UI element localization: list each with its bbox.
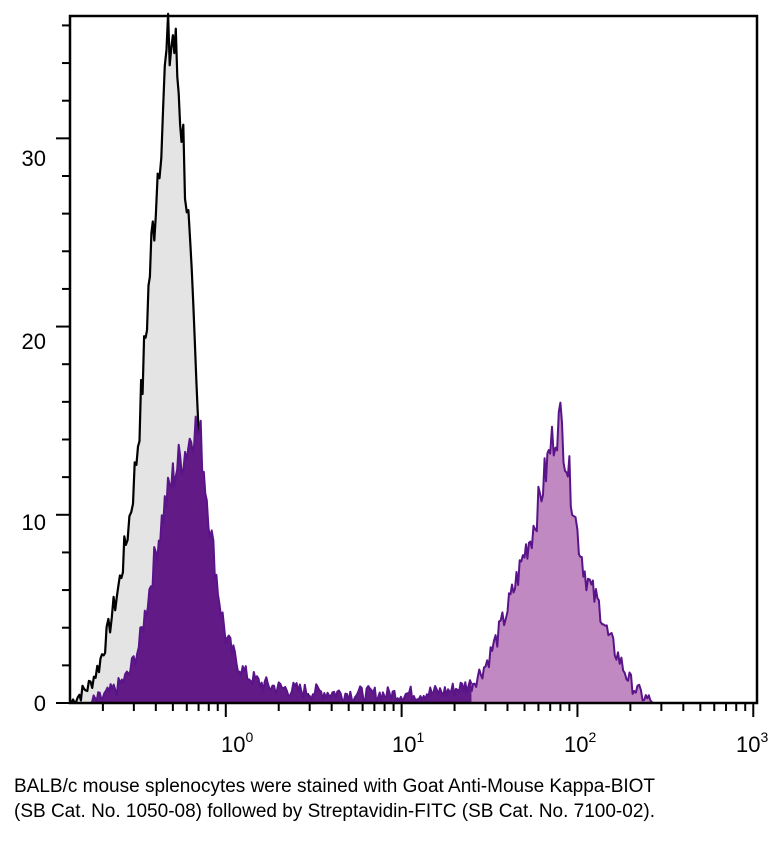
flow-histogram: 0 10 20 30 100 101 102 103	[22, 12, 769, 757]
y-tick-label-10: 10	[22, 510, 46, 535]
figure-caption: BALB/c mouse splenocytes were stained wi…	[14, 776, 655, 822]
series-layer	[69, 12, 654, 705]
series-stained-positive-peak-fill	[471, 402, 654, 703]
x-tick-label-1e1: 101	[392, 729, 424, 757]
y-tick-label-30: 30	[22, 146, 46, 171]
label-layer: 0 10 20 30 100 101 102 103	[22, 146, 769, 757]
tick-layer	[56, 24, 755, 717]
x-tick-label-1e0: 100	[221, 729, 253, 757]
series-stained-positive-peak-line	[470, 401, 654, 704]
plot-frame	[68, 14, 759, 705]
y-tick-label-20: 20	[22, 329, 46, 354]
x-tick-label-1e2: 102	[564, 729, 596, 757]
series-stained-negative-peak-line	[90, 415, 473, 704]
x-tick-label-1e3: 103	[736, 729, 768, 757]
series-stained-negative-peak-fill	[90, 416, 472, 703]
y-tick-label-0: 0	[34, 691, 46, 716]
series-control-fill	[70, 13, 349, 704]
